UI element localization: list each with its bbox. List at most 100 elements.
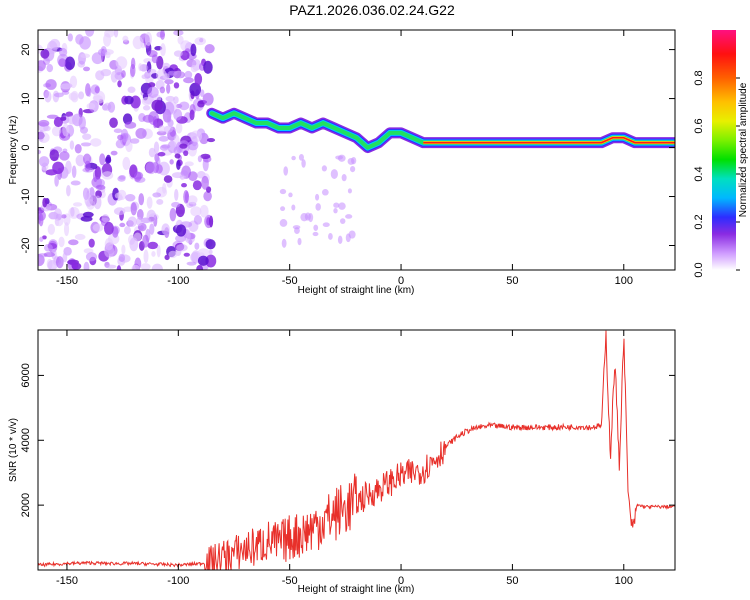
noise-blob	[46, 63, 54, 73]
noise-blob	[146, 196, 153, 209]
noise-blob	[127, 216, 138, 228]
noise-blob	[173, 50, 183, 57]
noise-blob	[119, 222, 126, 228]
snr-x-axis-label: Height of straight line (km)	[298, 584, 415, 595]
noise-blob	[38, 213, 44, 227]
noise-blob	[53, 92, 64, 98]
noise-blob	[82, 133, 92, 140]
noise-blob	[180, 40, 191, 52]
noise-blob	[124, 121, 137, 129]
noise-blob	[183, 189, 189, 204]
colorbar-tick-label: 0.2	[693, 214, 705, 229]
noise-blob	[85, 30, 95, 37]
noise-blob	[338, 202, 346, 210]
noise-blob	[123, 226, 131, 235]
noise-blob	[151, 251, 156, 257]
noise-blob	[118, 175, 126, 180]
noise-blob	[85, 252, 98, 262]
noise-blob	[197, 100, 205, 108]
noise-blob	[156, 130, 167, 136]
noise-blob	[39, 236, 44, 242]
noise-blob	[345, 214, 353, 219]
noise-blob	[94, 86, 100, 94]
noise-blob	[315, 203, 321, 211]
noise-blob	[190, 64, 198, 73]
noise-blob	[42, 235, 47, 240]
noise-blob	[199, 89, 205, 97]
snr-y-tick-label: 6000	[20, 363, 32, 387]
noise-blob	[297, 237, 302, 246]
noise-blob	[283, 166, 289, 176]
noise-blob	[105, 264, 117, 269]
noise-blob	[199, 204, 209, 218]
spectrogram-x-tick-label: -50	[282, 275, 298, 287]
noise-blob	[292, 225, 301, 230]
noise-blob	[315, 193, 320, 201]
noise-blob	[121, 70, 126, 78]
noise-blob	[107, 101, 116, 113]
noise-blob	[83, 66, 91, 72]
noise-blob	[110, 70, 118, 83]
noise-blob	[151, 99, 163, 112]
noise-blob	[43, 252, 56, 258]
noise-blob	[169, 207, 177, 222]
noise-blob	[183, 77, 194, 84]
noise-blob	[156, 198, 164, 205]
noise-blob	[345, 233, 351, 243]
noise-blob	[83, 261, 90, 270]
noise-blob	[148, 147, 156, 158]
noise-blob	[136, 216, 143, 227]
noise-blob	[59, 151, 70, 161]
noise-blob	[164, 79, 174, 85]
noise-blob	[168, 250, 178, 259]
spectrogram-y-ticks: -20 -10 0 10 20	[20, 43, 675, 253]
noise-blob	[298, 154, 304, 161]
noise-blob	[143, 57, 153, 64]
spectrogram-x-tick-label: 0	[398, 275, 404, 287]
noise-blob	[104, 245, 115, 258]
noise-blob	[66, 185, 71, 197]
colorbar-ticks: 0.0 0.2 0.4 0.6 0.8	[693, 70, 740, 278]
noise-blob	[67, 33, 73, 42]
noise-blob	[89, 186, 95, 197]
noise-blob	[115, 56, 128, 70]
noise-blob	[44, 90, 52, 103]
noise-blob	[167, 70, 178, 76]
noise-blob	[169, 159, 174, 165]
noise-blob	[75, 154, 85, 167]
noise-blob	[189, 82, 202, 97]
noise-blob	[160, 43, 166, 57]
noise-blob	[291, 155, 296, 161]
colorbar-label: Normalized spectral amplitude	[738, 82, 749, 217]
spectrogram-x-axis-label: Height of straight line (km)	[298, 285, 415, 296]
noise-blob	[131, 264, 140, 270]
noise-blob	[100, 68, 112, 77]
noise-blob	[125, 139, 133, 153]
noise-blob	[70, 207, 75, 217]
noise-blob	[193, 215, 203, 225]
noise-blob	[173, 82, 180, 89]
noise-blob	[158, 135, 169, 142]
noise-blob	[67, 115, 78, 125]
noise-blob	[90, 138, 102, 147]
noise-blob	[186, 229, 191, 242]
noise-blob	[125, 193, 136, 202]
noise-blob	[38, 129, 45, 142]
noise-blob	[54, 218, 60, 227]
noise-blob	[88, 238, 95, 248]
noise-blob	[38, 119, 50, 127]
noise-blob	[109, 117, 118, 128]
spectrogram-noise-layer	[38, 30, 357, 270]
noise-blob	[55, 256, 64, 269]
snr-panel: -150 -100 -50 0 50 100 2000 4000 6000 Height of…	[8, 329, 676, 595]
noise-blob	[197, 155, 203, 163]
noise-blob	[350, 165, 356, 173]
noise-blob	[146, 209, 157, 223]
noise-blob	[174, 188, 179, 201]
noise-blob	[87, 87, 92, 97]
noise-blob	[62, 83, 73, 89]
noise-blob	[58, 58, 67, 68]
noise-blob	[40, 49, 50, 59]
noise-blob	[144, 31, 153, 46]
